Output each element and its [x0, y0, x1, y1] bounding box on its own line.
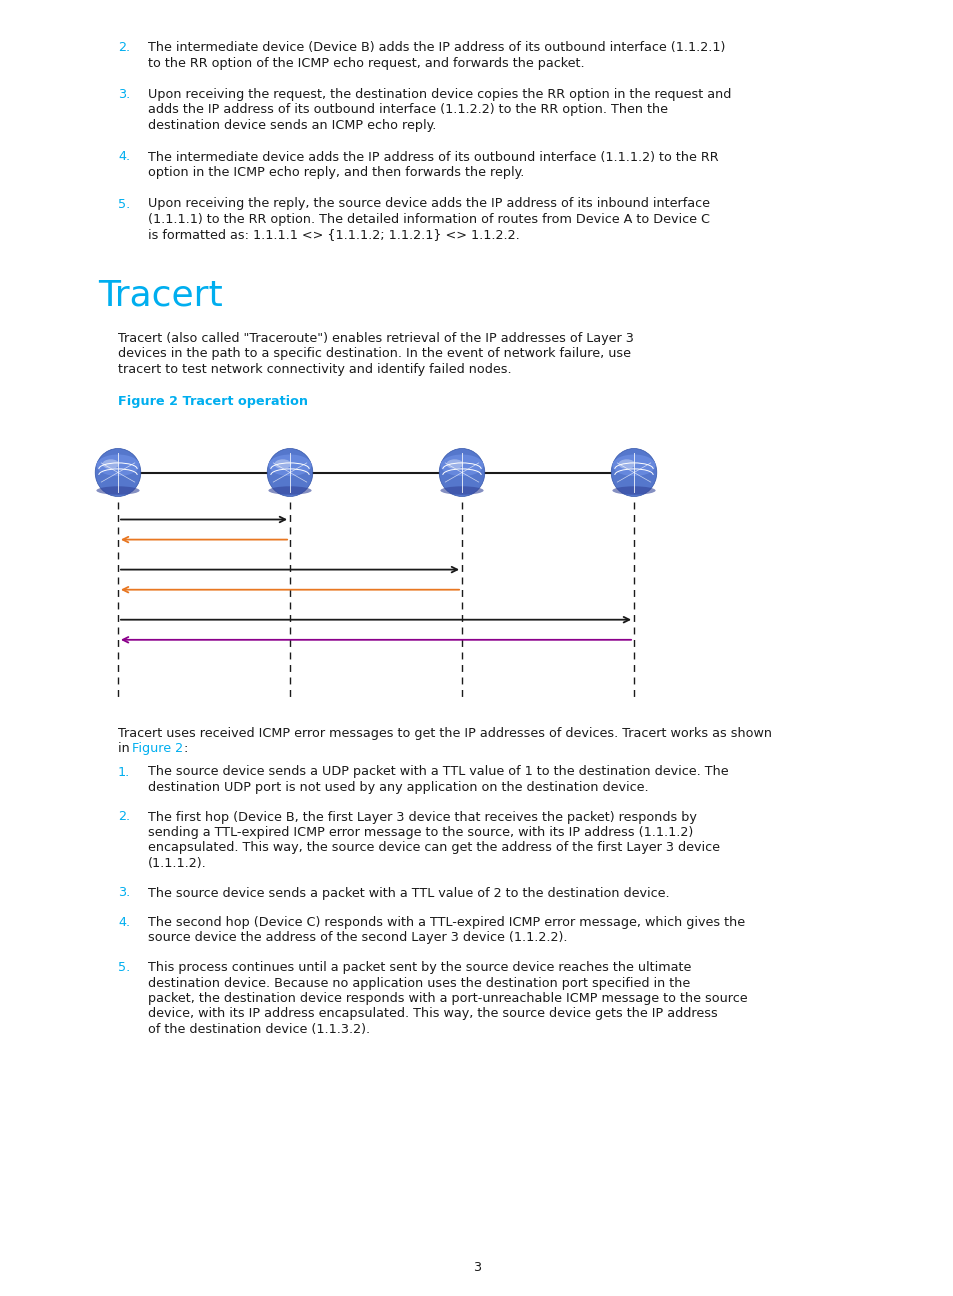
Text: destination device sends an ICMP echo reply.: destination device sends an ICMP echo re… [148, 119, 436, 132]
Text: Figure 2 Tracert operation: Figure 2 Tracert operation [118, 394, 308, 407]
Ellipse shape [440, 486, 483, 495]
Ellipse shape [268, 486, 312, 495]
Ellipse shape [95, 448, 141, 496]
Text: 4.: 4. [118, 916, 130, 929]
Text: Tracert (also called "Traceroute") enables retrieval of the IP addresses of Laye: Tracert (also called "Traceroute") enabl… [118, 332, 633, 345]
Text: The intermediate device (Device B) adds the IP address of its outbound interface: The intermediate device (Device B) adds … [148, 41, 724, 54]
Text: The intermediate device adds the IP address of its outbound interface (1.1.1.2) : The intermediate device adds the IP addr… [148, 150, 718, 163]
Text: option in the ICMP echo reply, and then forwards the reply.: option in the ICMP echo reply, and then … [148, 166, 524, 179]
Ellipse shape [612, 455, 655, 476]
Text: 5.: 5. [118, 962, 131, 975]
Ellipse shape [440, 455, 483, 476]
Text: source device the address of the second Layer 3 device (1.1.2.2).: source device the address of the second … [148, 932, 567, 945]
Text: (1.1.1.1) to the RR option. The detailed information of routes from Device A to : (1.1.1.1) to the RR option. The detailed… [148, 213, 709, 226]
Text: :: : [184, 743, 188, 756]
Text: The first hop (Device B, the first Layer 3 device that receives the packet) resp: The first hop (Device B, the first Layer… [148, 810, 696, 823]
Ellipse shape [611, 448, 656, 496]
Text: 1.: 1. [118, 766, 131, 779]
Text: 2.: 2. [118, 810, 130, 823]
Text: Upon receiving the reply, the source device adds the IP address of its inbound i: Upon receiving the reply, the source dev… [148, 197, 709, 210]
Text: The second hop (Device C) responds with a TTL-expired ICMP error message, which : The second hop (Device C) responds with … [148, 916, 744, 929]
Text: devices in the path to a specific destination. In the event of network failure, : devices in the path to a specific destin… [118, 347, 630, 360]
Text: 5.: 5. [118, 197, 131, 210]
Text: The source device sends a packet with a TTL value of 2 to the destination device: The source device sends a packet with a … [148, 886, 669, 899]
Text: to the RR option of the ICMP echo request, and forwards the packet.: to the RR option of the ICMP echo reques… [148, 57, 584, 70]
Text: adds the IP address of its outbound interface (1.1.2.2) to the RR option. Then t: adds the IP address of its outbound inte… [148, 104, 667, 117]
Text: 3: 3 [473, 1261, 480, 1274]
Ellipse shape [618, 459, 635, 469]
Ellipse shape [438, 448, 484, 496]
Text: 3.: 3. [118, 88, 131, 101]
Text: 2.: 2. [118, 41, 130, 54]
Text: device, with its IP address encapsulated. This way, the source device gets the I: device, with its IP address encapsulated… [148, 1007, 717, 1020]
Text: encapsulated. This way, the source device can get the address of the first Layer: encapsulated. This way, the source devic… [148, 841, 720, 854]
Ellipse shape [96, 486, 139, 495]
Ellipse shape [446, 459, 463, 469]
Ellipse shape [267, 448, 313, 496]
Text: Upon receiving the request, the destination device copies the RR option in the r: Upon receiving the request, the destinat… [148, 88, 731, 101]
Text: 3.: 3. [118, 886, 131, 899]
Ellipse shape [96, 455, 139, 476]
Text: Tracert uses received ICMP error messages to get the IP addresses of devices. Tr: Tracert uses received ICMP error message… [118, 727, 771, 740]
Text: destination UDP port is not used by any application on the destination device.: destination UDP port is not used by any … [148, 781, 648, 794]
Text: This process continues until a packet sent by the source device reaches the ulti: This process continues until a packet se… [148, 962, 691, 975]
Text: packet, the destination device responds with a port-unreachable ICMP message to : packet, the destination device responds … [148, 991, 747, 1004]
Text: Tracert: Tracert [98, 279, 222, 312]
Text: sending a TTL-expired ICMP error message to the source, with its IP address (1.1: sending a TTL-expired ICMP error message… [148, 826, 693, 839]
Text: Figure 2: Figure 2 [132, 743, 183, 756]
Ellipse shape [268, 455, 312, 476]
Ellipse shape [102, 459, 119, 469]
Text: tracert to test network connectivity and identify failed nodes.: tracert to test network connectivity and… [118, 363, 511, 376]
Text: (1.1.1.2).: (1.1.1.2). [148, 857, 207, 870]
Text: destination device. Because no application uses the destination port specified i: destination device. Because no applicati… [148, 976, 690, 990]
Text: 4.: 4. [118, 150, 130, 163]
Ellipse shape [612, 486, 655, 495]
Text: in: in [118, 743, 133, 756]
Text: The source device sends a UDP packet with a TTL value of 1 to the destination de: The source device sends a UDP packet wit… [148, 766, 728, 779]
Text: is formatted as: 1.1.1.1 <> {1.1.1.2; 1.1.2.1} <> 1.1.2.2.: is formatted as: 1.1.1.1 <> {1.1.1.2; 1.… [148, 228, 519, 241]
Text: of the destination device (1.1.3.2).: of the destination device (1.1.3.2). [148, 1023, 370, 1036]
Ellipse shape [274, 459, 291, 469]
